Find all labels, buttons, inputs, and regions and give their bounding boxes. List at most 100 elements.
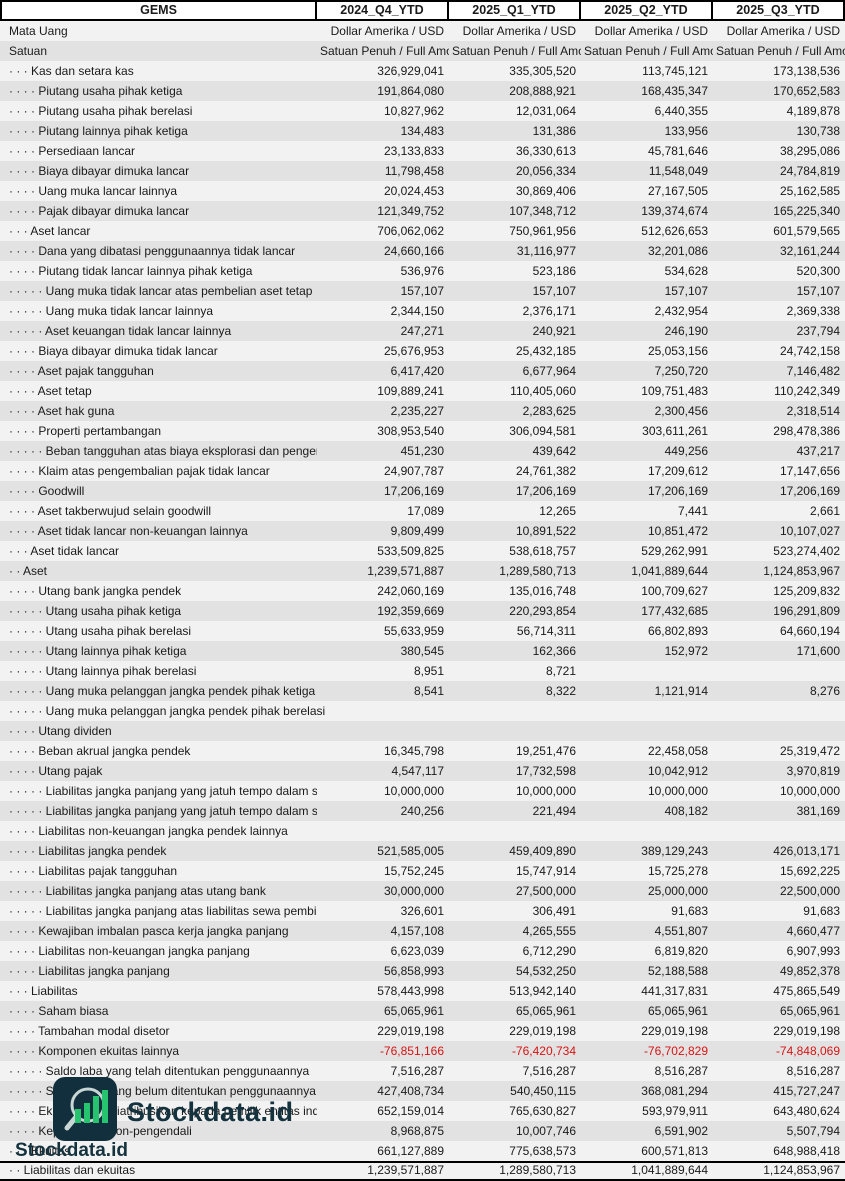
value-cell: 10,000,000 bbox=[383, 784, 444, 798]
value-cell: 7,441 bbox=[677, 504, 708, 518]
table-row: · · · · Utang pajak 4,547,117 17,732,598… bbox=[0, 761, 845, 781]
value-cell: 32,161,244 bbox=[779, 244, 840, 258]
value-cell: 2,283,625 bbox=[522, 404, 576, 418]
row-label: · · · · · Uang muka tidak lancar lainnya bbox=[9, 304, 214, 318]
value-cell: 600,571,813 bbox=[641, 1144, 708, 1158]
table-row: · · · · · Aset keuangan tidak lancar lai… bbox=[0, 321, 845, 341]
value-cell: 157,107 bbox=[664, 284, 708, 298]
value-cell: 6,417,420 bbox=[390, 364, 444, 378]
value-cell: 3,970,819 bbox=[786, 764, 840, 778]
value-cell: 2,235,227 bbox=[390, 404, 444, 418]
value-cell: 4,660,477 bbox=[786, 924, 840, 938]
value-cell: 5,507,794 bbox=[786, 1124, 840, 1138]
table-row: · · · · Aset takberwujud selain goodwill… bbox=[0, 501, 845, 521]
value-cell: 8,968,875 bbox=[390, 1124, 444, 1138]
row-label: · · · · · Utang usaha pihak ketiga bbox=[9, 604, 182, 618]
value-cell: 10,000,000 bbox=[779, 784, 840, 798]
value-cell: 170,652,583 bbox=[773, 84, 840, 98]
row-label: · · · · · Aset keuangan tidak lancar lai… bbox=[9, 324, 232, 338]
table-row: · · · Ekuitas 661,127,889 775,638,573 60… bbox=[0, 1141, 845, 1161]
value-cell: 308,953,540 bbox=[377, 424, 444, 438]
value-cell: 15,747,914 bbox=[515, 864, 576, 878]
value-cell: Satuan Penuh / Full Amount bbox=[584, 44, 713, 58]
value-cell: 2,369,338 bbox=[786, 304, 840, 318]
value-cell: 1,289,580,713 bbox=[499, 1163, 576, 1177]
value-cell: 4,265,555 bbox=[522, 924, 576, 938]
value-cell: 109,751,483 bbox=[641, 384, 708, 398]
value-cell: 540,450,115 bbox=[510, 1084, 576, 1098]
row-label: · · · Aset tidak lancar bbox=[9, 544, 120, 558]
value-cell: 133,956 bbox=[664, 124, 708, 138]
row-label: · · · · Piutang usaha pihak ketiga bbox=[9, 84, 183, 98]
value-cell: 8,516,287 bbox=[654, 1064, 708, 1078]
value-cell: 152,972 bbox=[664, 644, 708, 658]
column-header: 2025_Q3_YTD bbox=[713, 0, 845, 21]
value-cell: 439,642 bbox=[532, 444, 576, 458]
row-label: · · · · · Beban tangguhan atas biaya eks… bbox=[9, 444, 317, 458]
stockdata-logo-icon bbox=[53, 1077, 117, 1141]
value-cell: 536,976 bbox=[400, 264, 444, 278]
value-cell: 220,293,854 bbox=[509, 604, 576, 618]
row-label: · · · · Liabilitas pajak tangguhan bbox=[9, 864, 178, 878]
value-cell: 1,121,914 bbox=[654, 684, 708, 698]
value-cell: 648,988,418 bbox=[773, 1144, 840, 1158]
value-cell: 451,230 bbox=[400, 444, 444, 458]
table-row: · · Aset 1,239,571,887 1,289,580,713 1,0… bbox=[0, 561, 845, 581]
row-label: Satuan bbox=[9, 44, 48, 58]
value-cell: 441,317,831 bbox=[641, 984, 708, 998]
row-label: · · · · · Liabilitas jangka panjang yang… bbox=[9, 804, 317, 818]
column-header: 2024_Q4_YTD bbox=[317, 0, 449, 21]
row-label: · · · Aset lancar bbox=[9, 224, 91, 238]
value-cell bbox=[317, 721, 449, 741]
value-cell: 17,732,598 bbox=[515, 764, 576, 778]
value-cell: 15,752,245 bbox=[383, 864, 444, 878]
value-cell: 229,019,198 bbox=[509, 1024, 576, 1038]
value-cell: 45,781,646 bbox=[647, 144, 708, 158]
table-row: · · · · · Beban tangguhan atas biaya eks… bbox=[0, 441, 845, 461]
value-cell: 25,432,185 bbox=[515, 344, 576, 358]
value-cell: 10,000,000 bbox=[647, 784, 708, 798]
table-row: · · · · Komponen ekuitas lainnya -76,851… bbox=[0, 1041, 845, 1061]
value-cell: 643,480,624 bbox=[773, 1104, 840, 1118]
value-cell: -76,702,829 bbox=[643, 1044, 708, 1058]
table-row: · · · · · Uang muka pelanggan jangka pen… bbox=[0, 681, 845, 701]
value-cell: 326,601 bbox=[400, 904, 444, 918]
value-cell: 247,271 bbox=[400, 324, 444, 338]
value-cell: 177,432,685 bbox=[641, 604, 708, 618]
table-row: · · · · Persediaan lancar 23,133,833 36,… bbox=[0, 141, 845, 161]
value-cell: 6,819,820 bbox=[654, 944, 708, 958]
value-cell: 10,042,912 bbox=[647, 764, 708, 778]
table-row: · · · · Liabilitas non-keuangan jangka p… bbox=[0, 821, 845, 841]
value-cell: 6,440,355 bbox=[654, 104, 708, 118]
value-cell: 6,591,902 bbox=[654, 1124, 708, 1138]
row-label: Mata Uang bbox=[9, 24, 68, 38]
row-label: · · · · Utang bank jangka pendek bbox=[9, 584, 182, 598]
value-cell: 12,265 bbox=[539, 504, 576, 518]
value-cell: 8,516,287 bbox=[786, 1064, 840, 1078]
value-cell: 157,107 bbox=[400, 284, 444, 298]
row-label: · · · · Beban akrual jangka pendek bbox=[9, 744, 191, 758]
row-label: · · · · · Liabilitas jangka panjang atas… bbox=[9, 884, 266, 898]
value-cell: 7,516,287 bbox=[390, 1064, 444, 1078]
table-row: · · · · · Utang usaha pihak berelasi 55,… bbox=[0, 621, 845, 641]
row-label: · · · · · Uang muka pelanggan jangka pen… bbox=[9, 684, 316, 698]
value-cell: Satuan Penuh / Full Amount bbox=[452, 44, 581, 58]
value-cell: 240,256 bbox=[400, 804, 444, 818]
value-cell: 449,256 bbox=[664, 444, 708, 458]
value-cell: 196,291,809 bbox=[773, 604, 840, 618]
value-cell: 10,827,962 bbox=[383, 104, 444, 118]
row-label: · · · · Utang pajak bbox=[9, 764, 103, 778]
row-label: · · · · Klaim atas pengembalian pajak ti… bbox=[9, 464, 270, 478]
table-row: · · · · Uang muka lancar lainnya 20,024,… bbox=[0, 181, 845, 201]
value-cell: -76,420,734 bbox=[511, 1044, 576, 1058]
value-cell: 459,409,890 bbox=[509, 844, 576, 858]
row-label: · · · · Aset takberwujud selain goodwill bbox=[9, 504, 212, 518]
value-cell: 7,250,720 bbox=[654, 364, 708, 378]
row-label: · · · · Piutang lainnya pihak ketiga bbox=[9, 124, 188, 138]
column-header: 2025_Q1_YTD bbox=[449, 0, 581, 21]
table-row: · · · · Liabilitas jangka panjang 56,858… bbox=[0, 961, 845, 981]
row-label: · · · · · Utang lainnya pihak ketiga bbox=[9, 644, 187, 658]
table-row: · · · · · Liabilitas jangka panjang atas… bbox=[0, 881, 845, 901]
value-cell: 157,107 bbox=[796, 284, 840, 298]
